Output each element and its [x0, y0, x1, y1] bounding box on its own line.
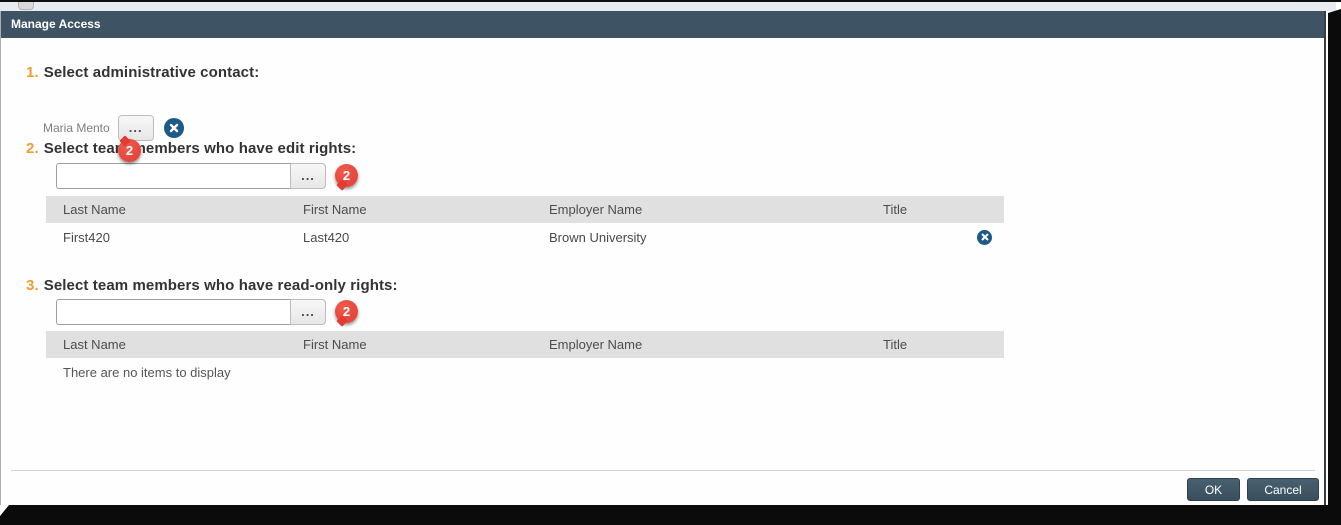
admin-contact-row: Maria Mento ... [43, 115, 184, 141]
col-title: Title [883, 202, 908, 217]
read-only-input-row: ... [56, 299, 326, 325]
step-badge-2: 2 [335, 164, 358, 187]
section-3-label-text: Select team members who have read-only r… [43, 277, 398, 294]
col-employer-name: Employer Name [549, 202, 643, 217]
cropped-element-fragment [18, 2, 34, 10]
page-background-sliver [0, 2, 1336, 11]
cell-first-name: Last420 [303, 229, 350, 245]
remove-admin-contact-icon[interactable] [163, 118, 184, 138]
section-3-label: 3. Select team members who have read-only… [26, 277, 398, 294]
x-glyph [981, 233, 988, 241]
step-badge-1: 2 [118, 139, 141, 162]
remove-member-icon[interactable] [977, 229, 992, 245]
x-glyph [169, 123, 178, 133]
section-1-label: 1. Select administrative contact: [26, 64, 259, 81]
dialog-body: 1. Select administrative contact: Maria M… [1, 38, 1324, 505]
dialog-title: Manage Access [11, 17, 101, 31]
col-first-name: First Name [303, 337, 367, 352]
section-2-number: 2. [26, 140, 39, 157]
ok-button[interactable]: OK [1187, 478, 1240, 501]
section-1-number: 1. [26, 64, 39, 81]
footer-divider [11, 470, 1315, 471]
col-last-name: Last Name [63, 202, 126, 217]
admin-contact-name: Maria Mento [43, 121, 110, 135]
frame-top-edge [0, 0, 1341, 2]
edit-rights-search-input[interactable] [56, 163, 290, 189]
col-first-name: First Name [303, 202, 367, 217]
read-only-table: Last Name First Name Employer Name Title… [46, 331, 1004, 380]
col-employer-name: Employer Name [549, 337, 643, 352]
edit-rights-input-row: ... [56, 163, 326, 189]
cell-last-name: First420 [63, 229, 110, 245]
edit-rights-table-header: Last Name First Name Employer Name Title [46, 196, 1004, 223]
frame-bottom-edge [0, 505, 1341, 525]
section-2-label-text: Select team members who have edit rights… [43, 140, 357, 157]
table-row: First420 Last420 Brown University [46, 223, 1004, 251]
step-badge-3: 2 [335, 300, 358, 323]
manage-access-dialog: Manage Access 1. Select administrative co… [0, 11, 1326, 505]
section-2-label: 2. Select team members who have edit righ… [26, 140, 356, 157]
section-1-label-text: Select administrative contact: [43, 64, 260, 81]
col-last-name: Last Name [63, 337, 126, 352]
dialog-titlebar: Manage Access [1, 11, 1324, 38]
edit-rights-picker-button[interactable]: ... [290, 163, 326, 189]
empty-table-message: There are no items to display [63, 365, 231, 380]
read-only-picker-button[interactable]: ... [290, 299, 326, 325]
col-title: Title [883, 337, 908, 352]
frame-right-edge [1328, 9, 1341, 525]
cancel-button[interactable]: Cancel [1247, 478, 1319, 501]
section-3-number: 3. [26, 277, 39, 294]
edit-rights-table: Last Name First Name Employer Name Title… [46, 196, 1004, 251]
read-only-search-input[interactable] [56, 299, 290, 325]
read-only-table-header: Last Name First Name Employer Name Title [46, 331, 1004, 358]
cell-employer-name: Brown University [549, 229, 647, 245]
cell-actions [866, 229, 1004, 245]
